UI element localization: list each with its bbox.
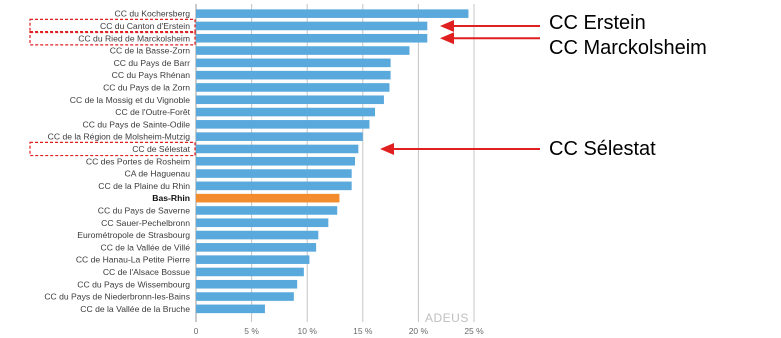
x-tick-label: 10 % [298, 326, 318, 336]
category-label-ca-de-haguenau: CA de Haguenau [125, 169, 191, 179]
highlight-boxes [29, 18, 196, 157]
category-label-cc-des-portes-de-rosheim: CC des Portes de Rosheim [86, 156, 190, 166]
category-labels: CC du Kochersberg CC du Canton d'Erstein C… [44, 9, 190, 314]
category-label-cc-du-pays-de-barr: CC du Pays de Barr [114, 58, 191, 68]
category-label-cc-du-kochersberg: CC du Kochersberg [115, 9, 191, 19]
bar-cc-de-l-alsace-bossue [196, 267, 304, 277]
category-label-cc-de-l-alsace-bossue: CC de l'Alsace Bossue [103, 267, 190, 277]
category-label-cc-de-la-basse-zorn: CC de la Basse-Zorn [110, 46, 190, 56]
highlight-box-cc-du-canton-d-erstein [29, 18, 196, 34]
bar-cc-du-ried-de-marckolsheim [196, 33, 428, 43]
category-label-cc-du-pays-de-niederbronn-les-bains: CC du Pays de Niederbronn-les-Bains [44, 292, 190, 302]
category-label-cc-du-pays-de-la-zorn: CC du Pays de la Zorn [103, 82, 190, 92]
bar-cc-de-la-vallee-de-la-bruche [196, 304, 265, 314]
bar-cc-du-pays-de-barr [196, 58, 391, 68]
category-label-cc-de-l-outre-foret: CC de l'Outre-Forêt [115, 107, 190, 117]
x-tick-label: 25 % [464, 326, 484, 336]
category-label-cc-sauer-pechelbronn: CC Sauer-Pechelbronn [101, 218, 190, 228]
bar-cc-de-la-mossig-et-du-vignoble [196, 95, 384, 105]
category-label-cc-de-la-plaine-du-rhin: CC de la Plaine du Rhin [98, 181, 190, 191]
bar-cc-sauer-pechelbronn [196, 218, 329, 228]
bar-cc-de-l-outre-foret [196, 107, 376, 117]
arrow-head-cc-selestat [380, 142, 394, 155]
bar-cc-de-selestat [196, 144, 359, 154]
category-label-cc-de-la-region-de-molsheim-mutzig: CC de la Région de Molsheim-Mutzig [48, 132, 191, 142]
x-tick-label: 20 % [409, 326, 429, 336]
bar-cc-de-la-plaine-du-rhin [196, 181, 352, 191]
category-label-cc-de-hanau-la-petite-pierre: CC de Hanau-La Petite Pierre [76, 255, 190, 265]
arrow-head-cc-marckolsheim [440, 32, 454, 45]
bar-cc-du-pays-de-niederbronn-les-bains [196, 292, 294, 301]
bar-eurometropole-de-strasbourg [196, 230, 319, 240]
bar-cc-des-portes-de-rosheim [196, 156, 356, 166]
bar-cc-du-pays-de-saverne [196, 206, 338, 215]
arrow-head-cc-erstein [440, 19, 454, 32]
category-label-cc-du-pays-de-sainte-odile: CC du Pays de Sainte-Odile [83, 119, 191, 129]
category-label-eurometropole-de-strasbourg: Eurométropole de Strasbourg [77, 230, 190, 240]
category-label-cc-du-ried-de-marckolsheim: CC du Ried de Marckolsheim [78, 33, 190, 43]
category-label-cc-du-pays-de-wissembourg: CC du Pays de Wissembourg [77, 279, 190, 289]
category-label-cc-du-canton-d-erstein: CC du Canton d'Erstein [100, 21, 190, 31]
x-tick-label: 0 [194, 326, 199, 336]
x-tick-labels: 0 5 % 10 % 15 % 20 % 25 % [194, 326, 484, 336]
bar-cc-de-hanau-la-petite-pierre [196, 255, 310, 264]
bar-cc-de-la-basse-zorn [196, 46, 410, 55]
bar-cc-du-pays-rhenan [196, 70, 391, 80]
category-label-cc-de-la-vallee-de-la-bruche: CC de la Vallée de la Bruche [80, 304, 190, 314]
annotation-arrows [380, 19, 540, 155]
bar-ca-de-haguenau [196, 169, 352, 178]
category-label-cc-du-pays-de-saverne: CC du Pays de Saverne [98, 205, 190, 215]
bar-cc-du-pays-de-sainte-odile [196, 120, 370, 129]
watermark-text: ADEUS [425, 311, 469, 325]
bar-cc-du-pays-de-la-zorn [196, 83, 390, 92]
x-tick-label: 15 % [353, 326, 373, 336]
category-label-cc-du-pays-rhenan: CC du Pays Rhénan [112, 70, 191, 80]
category-label-cc-de-la-mossig-et-du-vignoble: CC de la Mossig et du Vignoble [70, 95, 190, 105]
highlight-box-cc-du-ried-de-marckolsheim [29, 31, 196, 46]
category-label-cc-de-la-vallee-de-ville: CC de la Vallée de Villé [101, 242, 191, 252]
bar-cc-du-canton-d-erstein [196, 21, 428, 31]
annotation-selestat: CC Sélestat [549, 137, 656, 160]
highlight-box-cc-de-selestat [29, 141, 196, 157]
bar-cc-du-pays-de-wissembourg [196, 279, 298, 289]
bars [196, 9, 469, 314]
bar-cc-du-kochersberg [196, 9, 469, 18]
bar-cc-de-la-vallee-de-ville [196, 243, 317, 252]
category-label-bas-rhin: Bas-Rhin [152, 193, 190, 203]
category-label-cc-de-selestat: CC de Sélestat [132, 144, 190, 154]
bar-cc-de-la-region-de-molsheim-mutzig [196, 132, 363, 141]
x-tick-label: 5 % [244, 326, 259, 336]
bar-bas-rhin [196, 193, 340, 203]
annotation-marckolsheim: CC Marckolsheim [549, 37, 707, 60]
annotation-erstein: CC Erstein [549, 11, 646, 34]
